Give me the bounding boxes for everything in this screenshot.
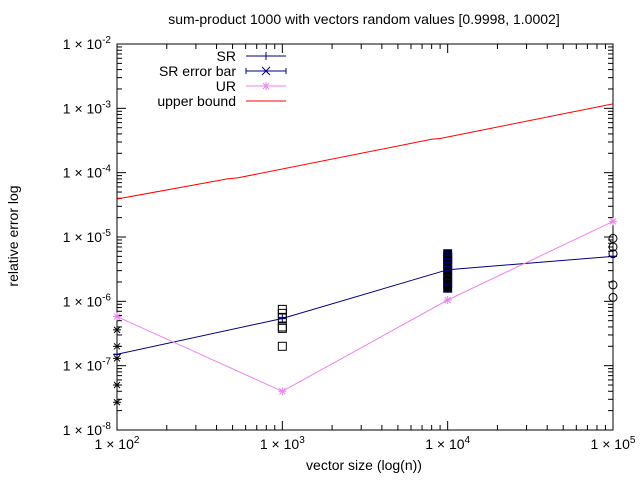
sample-point bbox=[608, 233, 618, 243]
sample-point bbox=[277, 341, 287, 351]
series-line-0 bbox=[116, 255, 614, 355]
legend-label: UR bbox=[216, 78, 236, 94]
y-tick-label: 1 × 10-2 bbox=[63, 35, 112, 52]
x-tick-label: 1 × 102 bbox=[95, 435, 140, 452]
legend-marker bbox=[262, 52, 270, 60]
y-tick-label: 1 × 10-4 bbox=[63, 164, 112, 181]
sample-point bbox=[608, 292, 618, 302]
sample-point bbox=[113, 325, 121, 334]
legend-label: SR bbox=[217, 48, 236, 64]
y-tick-label: 1 × 10-6 bbox=[63, 292, 112, 309]
x-tick-label: 1 × 104 bbox=[425, 435, 470, 452]
sample-point bbox=[113, 381, 121, 390]
sample-point bbox=[608, 280, 618, 290]
legend-label: upper bound bbox=[157, 93, 236, 109]
y-tick-label: 1 × 10-3 bbox=[63, 99, 112, 116]
y-tick-label: 1 × 10-8 bbox=[63, 421, 112, 438]
sample-point bbox=[608, 242, 618, 252]
y-axis-label: relative error log bbox=[5, 185, 21, 286]
series-line-2 bbox=[116, 220, 614, 392]
sample-point bbox=[277, 313, 287, 323]
data-point-2 bbox=[443, 295, 452, 304]
sample-point bbox=[608, 249, 618, 259]
legend-marker bbox=[262, 82, 270, 90]
plot-area: 1 × 102 1 × 103 1 × 104 1 × 105 1 × 10-8 1 × … bbox=[63, 35, 636, 452]
data-point-2 bbox=[278, 387, 287, 396]
legend-label: SR error bar bbox=[159, 63, 236, 79]
sample-point bbox=[277, 323, 287, 333]
sample-point bbox=[113, 398, 121, 407]
sample-point bbox=[113, 342, 121, 351]
data-point-2 bbox=[609, 217, 617, 226]
series-line-3 bbox=[116, 103, 614, 200]
sample-point bbox=[277, 308, 287, 318]
x-tick-label: 1 × 103 bbox=[260, 435, 305, 452]
sample-point bbox=[113, 354, 121, 363]
x-axis-label: vector size (log(n)) bbox=[306, 457, 422, 473]
y-tick-label: 1 × 10-7 bbox=[63, 357, 112, 374]
y-tick-label: 1 × 10-5 bbox=[63, 228, 112, 245]
data-point-2 bbox=[113, 312, 121, 321]
sample-point bbox=[443, 283, 453, 293]
chart-title: sum-product 1000 with vectors random val… bbox=[168, 11, 559, 27]
legend-marker bbox=[261, 66, 271, 76]
x-tick-label: 1 × 105 bbox=[591, 435, 636, 452]
